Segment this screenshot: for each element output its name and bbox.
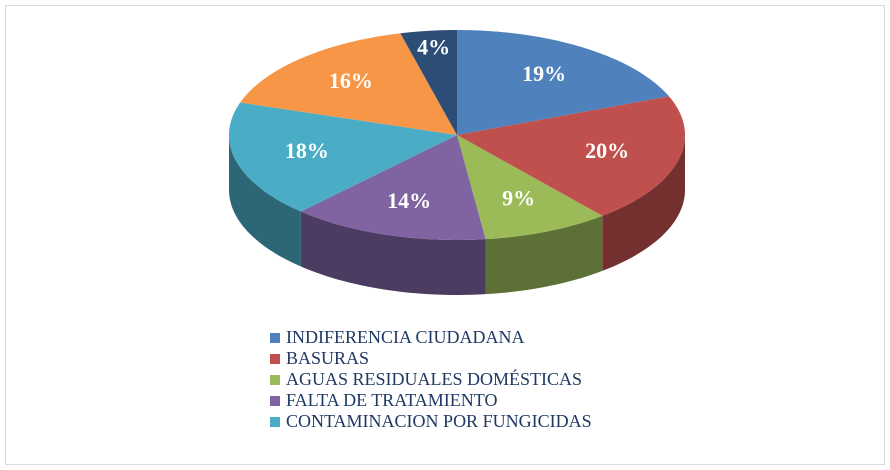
slice (400, 30, 457, 135)
slice (240, 33, 457, 135)
slice (457, 135, 603, 240)
legend-label: INDIFERENCIA CIUDADANA (286, 327, 525, 347)
data-label: 4% (417, 35, 450, 60)
slice (300, 135, 486, 240)
data-label: 14% (387, 188, 431, 213)
slice-side (602, 135, 685, 271)
data-label: 19% (522, 61, 566, 86)
legend-label: CONTAMINACION POR FUNGICIDAS (286, 411, 592, 431)
legend-label: FALTA DE TRATAMIENTO (286, 390, 497, 410)
legend-label: BASURAS (286, 348, 369, 368)
legend-label: AGUAS RESIDUALES DOMÉSTICAS (286, 368, 582, 389)
legend-swatch (270, 354, 280, 364)
legend-swatch (270, 417, 280, 427)
slice (457, 30, 669, 135)
legend-swatch (270, 375, 280, 385)
data-label: 18% (285, 138, 329, 163)
slice (229, 102, 457, 212)
slice-side (485, 215, 603, 295)
slice-side (229, 135, 301, 267)
data-label: 20% (585, 138, 629, 163)
legend-swatch (270, 396, 280, 406)
slice (457, 96, 685, 216)
data-label: 16% (329, 68, 373, 93)
legend-swatch (270, 333, 280, 343)
data-label: 9% (502, 186, 535, 211)
slice-side (300, 211, 486, 295)
